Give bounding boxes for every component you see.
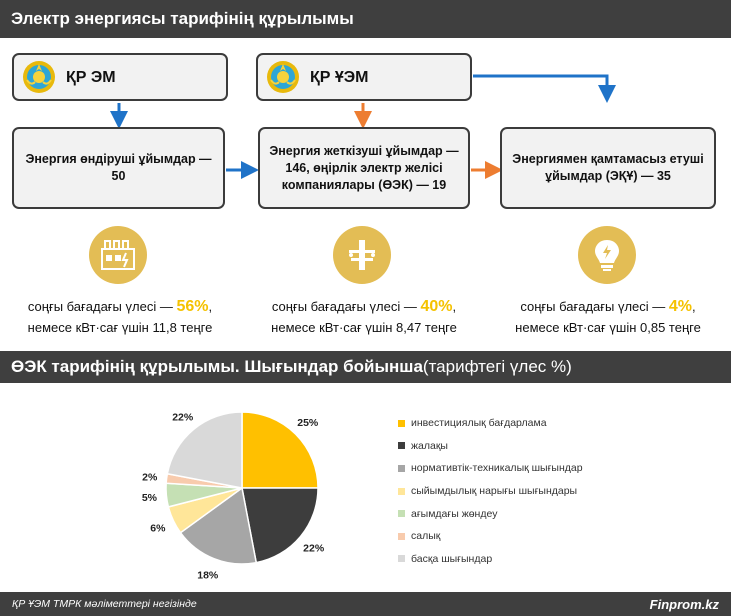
- share-supply: соңғы бағадағы үлесі — 4%, немесе кВт·са…: [515, 298, 701, 335]
- pie-slice-0: [241, 411, 319, 489]
- connector-arrows: [110, 74, 616, 179]
- org-box-economy-ministry: ҚР ҰЭМ: [256, 53, 472, 101]
- legend-item: жалақы: [398, 435, 583, 458]
- pie-data-label-4: 5%: [142, 492, 158, 504]
- section2-subtitle: (тарифтегі үлес %): [422, 357, 572, 376]
- share-generation: соңғы бағадағы үлесі — 56%, немесе кВт·с…: [27, 298, 213, 335]
- legend-swatch: [398, 510, 405, 518]
- legend-swatch: [398, 419, 405, 427]
- legend-item: салық: [398, 525, 583, 548]
- kz-emblem-icon: [23, 61, 55, 93]
- legend-item: ағымдағы жөндеу: [398, 502, 583, 525]
- generation-text: Энергия өндіруші ұйымдар — 50: [25, 152, 212, 183]
- section-title-cost-structure: ӨЭК тарифінің құрылымы. Шығындар бойынша…: [0, 351, 731, 383]
- box-transmission: Энергия жеткізуші ұйымдар — 146, өңірлік…: [258, 127, 470, 209]
- legend-swatch: [398, 442, 405, 450]
- transmission-text: Энергия жеткізуші ұйымдар — 146, өңірлік…: [269, 143, 459, 192]
- org-box-energy-ministry: ҚР ЭМ: [12, 53, 228, 101]
- legend-swatch: [398, 555, 405, 563]
- legend-label: ағымдағы жөндеу: [411, 507, 498, 520]
- legend-label: жалақы: [411, 439, 448, 452]
- arrow-uem-to-supply: [473, 74, 616, 103]
- legend-swatch: [398, 464, 405, 472]
- pie-chart: 25% 22% 18% 6% 5% 2% 22%: [142, 411, 325, 581]
- section-title-tariff-structure: Электр энергиясы тарифінің құрылымы: [0, 0, 731, 38]
- legend-item: басқа шығындар: [398, 548, 583, 571]
- pie-data-label-5: 2%: [142, 471, 158, 483]
- section2-title: ӨЭК тарифінің құрылымы. Шығындар бойынша: [11, 357, 423, 376]
- pie-data-label-1: 22%: [303, 542, 325, 554]
- power-pylon-icon: [333, 226, 391, 284]
- legend-label: сыйымдылық нарығы шығындары: [411, 485, 578, 498]
- legend-item: нормативтік-техникалық шығындар: [398, 457, 583, 480]
- pie-slice-6: [166, 411, 243, 489]
- supply-text: Энергиямен қамтамасыз етуші ұйымдар (ЭҚҰ…: [512, 152, 704, 183]
- box-supply: Энергиямен қамтамасыз етуші ұйымдар (ЭҚҰ…: [500, 127, 716, 209]
- brand-logo: Finprom.kz: [649, 596, 719, 612]
- source-note: ҚР ҰЭМ ТМРК мәліметтері негізінде: [12, 598, 197, 610]
- chart-legend: инвестициялық бағдарлама жалақы нормативті…: [398, 412, 583, 570]
- legend-label: басқа шығындар: [411, 552, 493, 565]
- legend-swatch: [398, 532, 405, 540]
- share-percent: 40%: [420, 298, 453, 315]
- legend-label: инвестициялық бағдарлама: [411, 417, 547, 430]
- lightbulb-icon: [578, 226, 636, 284]
- pie-slice-2: [179, 486, 258, 565]
- header-title: Электр энергиясы тарифінің құрылымы: [11, 9, 354, 28]
- legend-label: салық: [411, 530, 441, 543]
- pie-slice-1: [241, 487, 319, 564]
- org-label-energy-ministry: ҚР ЭМ: [66, 68, 116, 86]
- pie-data-label-2: 18%: [197, 569, 219, 581]
- legend-label: нормативтік-техникалық шығындар: [411, 462, 583, 475]
- kz-emblem-icon: [267, 61, 299, 93]
- box-generation: Энергия өндіруші ұйымдар — 50: [12, 127, 225, 209]
- share-transmission: соңғы бағадағы үлесі — 40%, немесе кВт·с…: [271, 298, 457, 335]
- share-percent: 4%: [668, 298, 693, 315]
- legend-item: сыйымдылық нарығы шығындары: [398, 480, 583, 503]
- legend-swatch: [398, 487, 405, 495]
- pie-data-label-6: 22%: [172, 411, 194, 423]
- pie-data-label-3: 6%: [150, 523, 166, 535]
- share-percent: 56%: [176, 298, 209, 315]
- org-label-economy-ministry: ҚР ҰЭМ: [310, 68, 369, 86]
- factory-icon: [89, 226, 147, 284]
- footer: ҚР ҰЭМ ТМРК мәліметтері негізінде Finpro…: [0, 592, 731, 616]
- pie-data-label-0: 25%: [297, 417, 319, 429]
- legend-item: инвестициялық бағдарлама: [398, 412, 583, 435]
